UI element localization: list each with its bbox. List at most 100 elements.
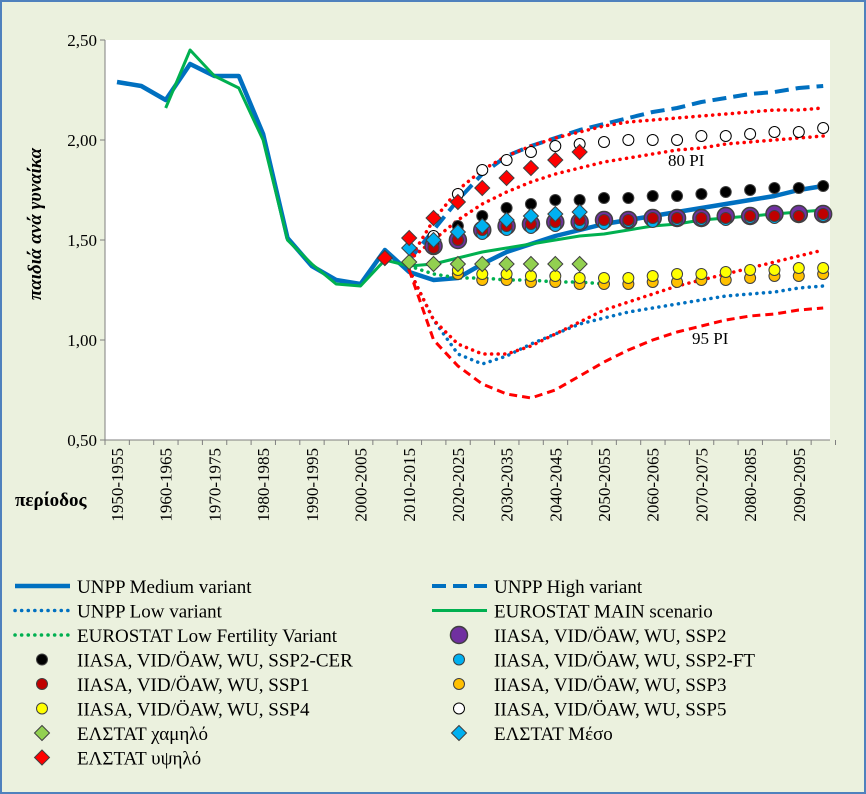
- legend-swatch: [33, 749, 51, 766]
- data-point: [425, 231, 442, 249]
- legend-item: IIASA, VID/ÖAW, WU, SSP2-FT: [453, 651, 755, 672]
- legend-label: IIASA, VID/ÖAW, WU, SSP2-FT: [494, 651, 755, 672]
- data-point: [598, 272, 610, 284]
- series-line-eurostat-main-scenario: [164, 48, 824, 288]
- legend-label: ΕΛΣΤΑΤ Μέσο: [494, 724, 613, 745]
- data-point: [695, 268, 708, 280]
- x-tick-label: 2050-2055: [595, 448, 614, 522]
- series-line-unpp-high-variant: [407, 84, 824, 262]
- data-point: [719, 186, 732, 198]
- legend-label: IIASA, VID/ÖAW, WU, SSP5: [494, 700, 727, 721]
- legend-swatch: [453, 702, 465, 715]
- x-axis-title: περίοδος: [15, 490, 87, 511]
- legend-label: UNPP High variant: [494, 577, 643, 598]
- x-tick-label: 2070-2075: [692, 448, 711, 522]
- legend-swatch: [453, 653, 465, 666]
- data-point: [449, 223, 467, 241]
- x-tick-label: 1960-1965: [157, 448, 176, 522]
- data-point: [695, 130, 708, 142]
- data-point: [792, 262, 805, 274]
- data-point: [671, 190, 684, 202]
- data-point: [792, 210, 805, 222]
- data-point: [792, 182, 805, 194]
- data-point: [474, 255, 491, 273]
- data-point: [719, 212, 732, 224]
- series-line-unpp-low-variant: [407, 268, 825, 366]
- x-tick-label: 1970-1975: [205, 448, 224, 522]
- data-point: [498, 255, 515, 273]
- data-point: [522, 207, 540, 225]
- data-point: [524, 146, 537, 158]
- legend-item: UNPP High variant: [432, 577, 643, 598]
- data-point: [646, 134, 659, 146]
- data-point: [598, 192, 610, 204]
- data-point: [400, 253, 418, 271]
- legend-label: EUROSTAT MAIN scenario: [494, 602, 713, 623]
- legend-swatch: [33, 724, 51, 742]
- x-tick-label: 2020-2025: [449, 448, 468, 522]
- data-point: [646, 212, 659, 224]
- data-point: [425, 255, 442, 273]
- data-point: [646, 190, 659, 202]
- legend-item: UNPP Medium variant: [15, 577, 252, 598]
- data-point: [474, 217, 491, 235]
- annotation-95-pi: 95 PI: [692, 329, 729, 348]
- data-point: [522, 255, 540, 273]
- series-group: [116, 48, 833, 400]
- data-point: [400, 239, 418, 257]
- data-point: [500, 154, 513, 166]
- data-point: [671, 212, 684, 224]
- data-point: [719, 130, 732, 142]
- data-point: [768, 210, 781, 222]
- data-point: [474, 179, 491, 197]
- data-point: [598, 136, 610, 148]
- x-tick-label: 2010-2015: [400, 448, 419, 522]
- data-point: [768, 182, 781, 194]
- data-point: [425, 209, 442, 227]
- legend-swatch: [453, 678, 465, 690]
- data-point: [768, 264, 781, 276]
- data-point: [400, 229, 418, 247]
- data-point: [498, 211, 515, 229]
- legend-swatch: [36, 702, 48, 715]
- data-point: [573, 272, 586, 284]
- data-point: [449, 255, 467, 273]
- legend-label: IIASA, VID/ÖAW, WU, SSP4: [77, 700, 310, 721]
- data-point: [671, 268, 684, 280]
- data-point: [817, 208, 830, 220]
- annotation-80-pi: 80 PI: [668, 151, 705, 170]
- legend: UNPP Medium variant UNPP High variant UNPP…: [13, 577, 755, 770]
- data-point: [549, 140, 562, 152]
- series-markers-7: [400, 253, 588, 273]
- data-point: [695, 212, 708, 224]
- legend-item: IIASA, VID/ÖAW, WU, SSP2-CER: [36, 651, 353, 672]
- data-point: [817, 122, 830, 134]
- data-point: [547, 255, 564, 273]
- data-point: [547, 151, 564, 169]
- legend-label: IIASA, VID/ÖAW, WU, SSP1: [77, 675, 310, 696]
- legend-label: UNPP Low variant: [77, 602, 223, 623]
- data-point: [817, 180, 830, 192]
- x-tick-label: 2080-2085: [741, 448, 760, 522]
- legend-swatch: [449, 625, 469, 645]
- legend-item: IIASA, VID/ÖAW, WU, SSP1: [36, 675, 310, 696]
- data-point: [622, 134, 635, 146]
- x-tick-label: 1950-1955: [108, 448, 127, 522]
- data-point: [695, 188, 708, 200]
- data-point: [744, 128, 757, 140]
- legend-item: ΕΛΣΤΑΤ χαμηλό: [33, 724, 208, 745]
- legend-label: ΕΛΣΤΑΤ υψηλό: [77, 749, 201, 770]
- series-markers-9: [376, 143, 588, 267]
- data-point: [719, 266, 732, 278]
- data-point: [549, 194, 562, 206]
- data-point: [571, 255, 588, 273]
- legend-swatch: [36, 653, 48, 666]
- data-point: [646, 270, 659, 282]
- data-point: [476, 164, 489, 176]
- y-tick-label: 2,00: [67, 131, 97, 150]
- data-point: [498, 169, 515, 187]
- x-tick-label: 2090-2095: [790, 448, 809, 522]
- y-axis-title: παιδιά ανά γυναίκα: [25, 147, 46, 300]
- legend-label: ΕΛΣΤΑΤ χαμηλό: [77, 724, 208, 745]
